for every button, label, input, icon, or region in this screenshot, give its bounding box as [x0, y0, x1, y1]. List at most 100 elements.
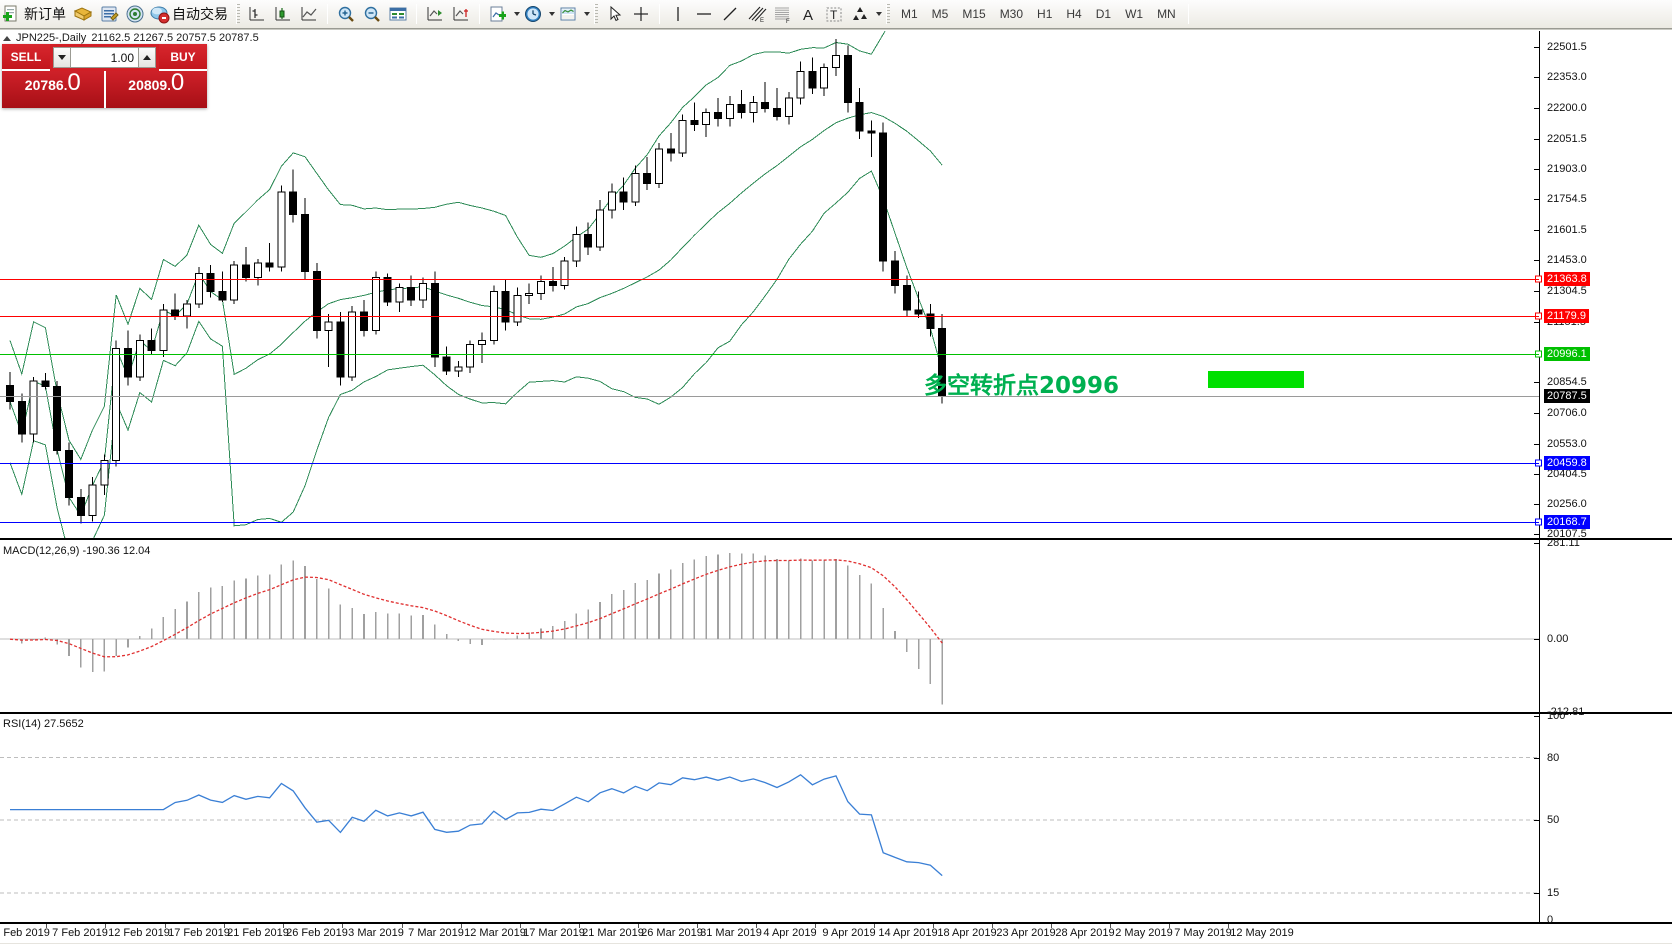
- time-axis-label: 2 Feb 2019: [0, 927, 50, 939]
- price-axis-tick: [1534, 46, 1539, 48]
- sell-price[interactable]: 20786 . 0: [2, 71, 106, 108]
- one-click-trading-panel[interactable]: SELL 1.00 BUY 20786 . 0 20809 . 0: [2, 44, 207, 108]
- periods-dropdown-caret-icon[interactable]: [549, 12, 555, 16]
- signals-button[interactable]: [122, 1, 148, 27]
- buy-button[interactable]: BUY: [159, 44, 207, 71]
- shapes-button[interactable]: [847, 1, 873, 27]
- pivot-line-label[interactable]: 20996.1: [1544, 346, 1590, 361]
- crosshair-button[interactable]: [628, 1, 654, 27]
- time-axis-tick: [874, 924, 875, 928]
- timeframe-h4[interactable]: H4: [1066, 7, 1082, 21]
- volume-stepper[interactable]: 1.00: [50, 44, 159, 71]
- price-plot-area[interactable]: [0, 31, 1539, 538]
- last-price-line[interactable]: [0, 395, 1539, 397]
- svg-text:A: A: [803, 7, 813, 24]
- toolbar-grip-1[interactable]: [236, 4, 240, 24]
- macd-plot-area[interactable]: [0, 543, 1539, 712]
- timeframe-d1[interactable]: D1: [1095, 7, 1112, 21]
- rsi-axis-label: 0: [1547, 914, 1554, 926]
- support-line-2[interactable]: [0, 521, 1539, 523]
- time-axis-tick: [638, 924, 639, 928]
- zoom-in-button[interactable]: [333, 1, 359, 27]
- resistance-line-1-label[interactable]: 21363.8: [1544, 271, 1590, 286]
- data-window-button[interactable]: [385, 1, 411, 27]
- timeframe-m1[interactable]: M1: [901, 7, 918, 21]
- auto-scroll-button[interactable]: [422, 1, 448, 27]
- template-icon: [558, 4, 578, 24]
- volume-input[interactable]: 1.00: [71, 47, 138, 68]
- indicators-icon: [488, 4, 508, 24]
- pane-separator-2[interactable]: [0, 712, 1672, 714]
- price-axis-label: 22501.5: [1547, 40, 1587, 53]
- toolbar-grip-3[interactable]: [886, 4, 890, 24]
- rsi-axis-label: 15: [1547, 886, 1560, 899]
- macd-axis-tick: [1534, 639, 1539, 641]
- timeframe-w1[interactable]: W1: [1125, 7, 1144, 21]
- volume-decrease-button[interactable]: [53, 47, 71, 68]
- support-line-1-label[interactable]: 20459.8: [1544, 455, 1590, 470]
- candlestick-chart-button[interactable]: [270, 1, 296, 27]
- templates-dropdown-caret-icon[interactable]: [584, 12, 590, 16]
- line-chart-button[interactable]: [296, 1, 322, 27]
- trendline-button[interactable]: [717, 1, 743, 27]
- price-axis-label: 22051.5: [1547, 132, 1587, 145]
- timeframe-mn[interactable]: MN: [1157, 7, 1176, 21]
- pivot-line[interactable]: [0, 353, 1539, 355]
- support-line-2-label[interactable]: 20168.7: [1544, 514, 1590, 529]
- symbol-name: JPN225-,Daily: [16, 32, 87, 44]
- time-axis-tick: [165, 924, 166, 928]
- volume-increase-button[interactable]: [138, 47, 156, 68]
- expert-advisors-button[interactable]: [70, 1, 96, 27]
- timeframe-m5[interactable]: M5: [931, 7, 949, 21]
- bar-chart-button[interactable]: [244, 1, 270, 27]
- resistance-line-2[interactable]: [0, 316, 1539, 318]
- price-axis-tick: [1534, 290, 1539, 292]
- time-axis-label: 9 Apr 2019: [822, 927, 876, 939]
- fibonacci-button[interactable]: F: [769, 1, 795, 27]
- vertical-line-button[interactable]: [665, 1, 691, 27]
- bar-chart-icon: [247, 4, 267, 24]
- resistance-line-2-label[interactable]: 21179.9: [1544, 309, 1589, 324]
- last-price-line-label[interactable]: 20787.5: [1544, 388, 1590, 403]
- chart-shift-icon: [451, 4, 471, 24]
- chart-shift-button[interactable]: [448, 1, 474, 27]
- new-order-button[interactable]: 新订单: [0, 1, 70, 27]
- rsi-axis-label: 80: [1547, 751, 1560, 764]
- pane-separator-1[interactable]: [0, 538, 1672, 540]
- rsi-plot-area[interactable]: [0, 716, 1539, 924]
- autotrading-icon: [150, 4, 170, 24]
- timeframe-h1[interactable]: H1: [1037, 7, 1053, 21]
- crosshair-icon: [631, 4, 651, 24]
- autotrading-button[interactable]: 自动交易: [148, 1, 232, 27]
- text-label-button[interactable]: T: [821, 1, 847, 27]
- equidistant-channel-button[interactable]: E: [743, 1, 769, 27]
- horizontal-line-button[interactable]: [691, 1, 717, 27]
- cursor-button[interactable]: [602, 1, 628, 27]
- price-axis-tick: [1534, 138, 1539, 140]
- text-button[interactable]: A: [795, 1, 821, 27]
- shapes-dropdown-caret-icon[interactable]: [876, 12, 882, 16]
- timeframe-m30[interactable]: M30: [999, 7, 1024, 21]
- time-axis-tick: [105, 924, 106, 928]
- data-window-icon: [388, 4, 408, 24]
- zoom-out-button[interactable]: [359, 1, 385, 27]
- periods-button[interactable]: [520, 1, 546, 27]
- collapse-triangle-icon[interactable]: [3, 35, 11, 41]
- fibonacci-icon: F: [772, 4, 792, 24]
- price-axis-tick: [1534, 230, 1539, 232]
- timeframe-m15[interactable]: M15: [962, 7, 986, 21]
- buy-price[interactable]: 20809 . 0: [106, 71, 208, 108]
- time-axis-label: 17 Mar 2019: [523, 927, 585, 939]
- metaeditor-button[interactable]: [96, 1, 122, 27]
- price-chart-pane: [0, 31, 1672, 538]
- indicators-dropdown-caret-icon[interactable]: [514, 12, 520, 16]
- time-axis-tick: [697, 924, 698, 928]
- rsi-pane: [0, 716, 1672, 924]
- indicators-button[interactable]: [485, 1, 511, 27]
- support-line-1[interactable]: [0, 462, 1539, 464]
- resistance-line-1[interactable]: [0, 278, 1539, 280]
- sell-button[interactable]: SELL: [2, 44, 50, 71]
- toolbar-grip-2[interactable]: [594, 4, 598, 24]
- templates-button[interactable]: [555, 1, 581, 27]
